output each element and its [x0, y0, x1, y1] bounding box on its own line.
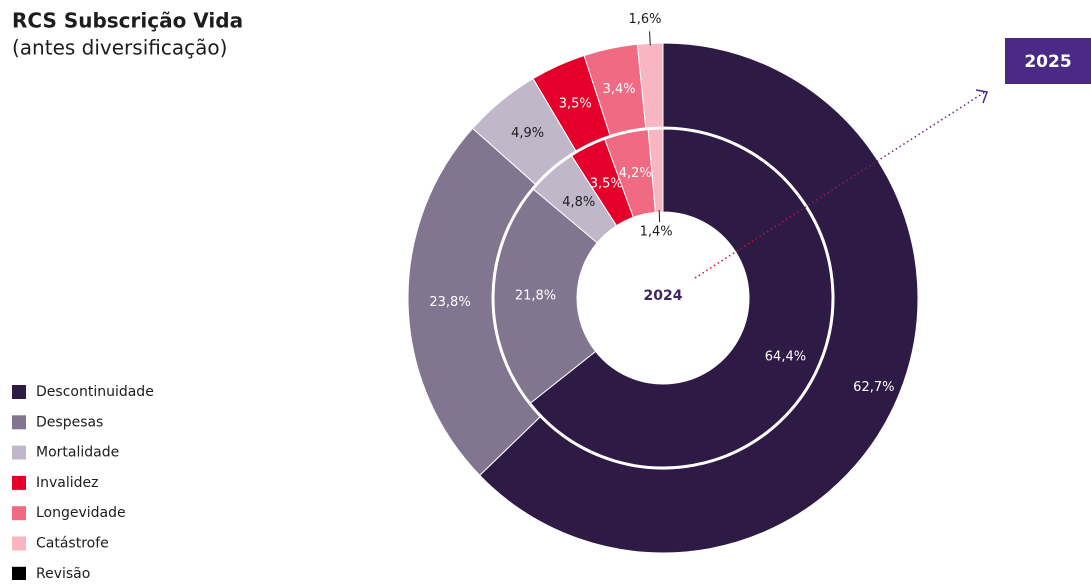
outer-series-name: 2025 — [1024, 52, 1071, 72]
legend-label: Despesas — [36, 414, 103, 430]
legend-swatch — [12, 566, 26, 581]
label-leader — [649, 31, 651, 46]
year-badge — [1005, 38, 1091, 84]
donut-slice — [636, 42, 664, 129]
legend-swatch — [12, 415, 26, 430]
legend-label: Mortalidade — [36, 445, 119, 461]
chart-subtitle: (antes diversificação) — [12, 36, 227, 60]
inner-series-name: 2024 — [644, 288, 683, 304]
label-leader — [658, 210, 661, 223]
value-label: 4,9% — [511, 126, 544, 141]
legend-swatch — [12, 506, 26, 521]
ring-divider — [492, 127, 834, 469]
chart-title: RCS Subscrição Vida — [12, 9, 243, 33]
legend-label: Catástrofe — [36, 536, 109, 552]
legend-label: Invalidez — [36, 475, 99, 491]
legend-swatch — [12, 536, 26, 551]
arrow-head — [975, 89, 989, 104]
value-label: 4,2% — [619, 166, 652, 181]
donut-slice — [407, 127, 541, 477]
value-label: 1,6% — [628, 12, 661, 27]
value-label: 3,5% — [590, 176, 623, 191]
legend-swatch — [12, 445, 26, 460]
legend-label: Longevidade — [36, 505, 126, 521]
value-label: 21,8% — [515, 289, 556, 304]
rings: 64,4%21,8%4,8%3,5%4,2%1,4%62,7%23,8%4,9%… — [407, 12, 919, 554]
donut-slice — [493, 188, 598, 404]
donut-slice — [479, 42, 919, 554]
donut-slice — [529, 128, 833, 468]
value-label: 3,5% — [559, 96, 592, 111]
connector-arrow — [694, 91, 986, 279]
value-label: 62,7% — [853, 380, 894, 395]
legend-label: Revisão — [36, 566, 90, 580]
value-label: 23,8% — [429, 295, 470, 310]
value-label: 4,8% — [562, 195, 595, 210]
value-label: 3,4% — [603, 82, 636, 97]
donut-slice — [647, 128, 664, 213]
legend-swatch — [12, 385, 26, 399]
value-label: 1,4% — [640, 225, 673, 240]
legend-swatch — [12, 475, 26, 490]
value-label: 64,4% — [765, 350, 806, 365]
legend-label: Descontinuidade — [36, 384, 154, 400]
